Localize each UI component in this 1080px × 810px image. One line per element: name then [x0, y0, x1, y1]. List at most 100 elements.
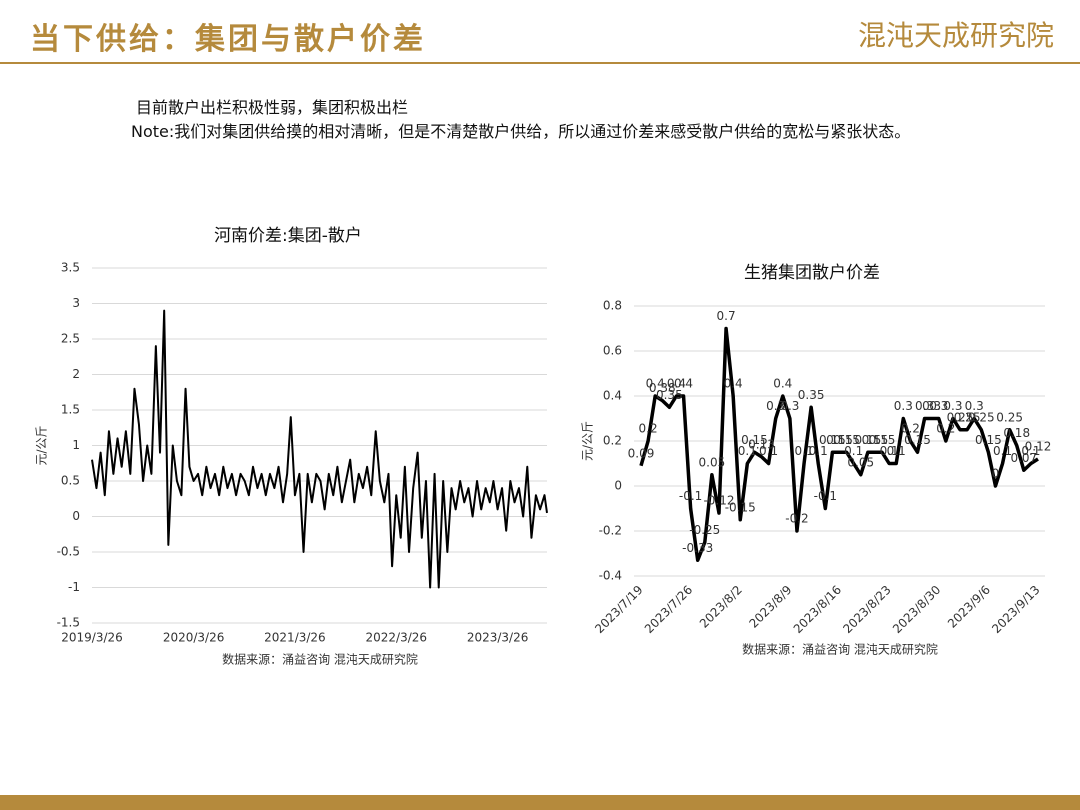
data-label: 0.3 [780, 399, 799, 413]
y-axis-label: 元/公斤 [35, 425, 49, 465]
data-label: 0.1 [887, 444, 906, 458]
data-label: -0.2 [785, 512, 808, 526]
logo: 混沌天成研究院 [857, 19, 1054, 52]
source-note: 数据来源：涌益咨询 混沌天成研究院 [742, 642, 938, 657]
data-label: -0.1 [814, 489, 837, 503]
y-tick-label: 3.5 [61, 261, 80, 275]
x-tick-label: 2023/7/26 [642, 583, 695, 636]
data-label: 0.3 [894, 399, 913, 413]
data-label: 0.35 [798, 388, 825, 402]
data-label: -0.33 [682, 541, 713, 555]
y-tick-label: 0.2 [603, 434, 622, 448]
y-tick-label: 0 [72, 509, 80, 523]
data-label: 0.25 [996, 410, 1023, 424]
data-label: 0.4 [674, 377, 693, 391]
data-label: 0.4 [724, 377, 743, 391]
x-tick-label: 2023/3/26 [467, 631, 529, 645]
x-tick-label: 2023/8/2 [697, 583, 745, 631]
footer-bar [0, 795, 1080, 810]
data-label: -0.15 [725, 500, 756, 514]
y-tick-label: 0.6 [603, 344, 622, 358]
y-tick-label: 1 [72, 438, 80, 452]
data-label: 0.4 [667, 377, 686, 391]
chart-title: 河南价差:集团-散户 [214, 226, 362, 246]
data-label: 0.1 [993, 444, 1012, 458]
x-tick-label: 2023/9/6 [945, 583, 993, 631]
data-label: -0.25 [689, 523, 720, 537]
data-label: 0.1 [795, 444, 814, 458]
data-label: 0.15 [904, 433, 931, 447]
y-tick-label: 1.5 [61, 403, 80, 417]
data-label: 0.12 [1025, 440, 1052, 454]
x-tick-label: 2023/8/9 [746, 583, 794, 631]
y-tick-label: 0.4 [603, 389, 622, 403]
data-label: 0.7 [717, 309, 736, 323]
x-tick-label: 2023/7/19 [592, 583, 645, 636]
data-label: 0.15 [975, 433, 1002, 447]
y-tick-label: -1.5 [57, 616, 80, 630]
data-label: 0.3 [965, 399, 984, 413]
y-tick-label: 3 [72, 296, 80, 310]
data-label: 0.3 [929, 399, 948, 413]
x-tick-label: 2023/8/16 [791, 583, 844, 636]
y-tick-label: -0.2 [599, 524, 622, 538]
chart-title: 生猪集团散户价差 [744, 263, 880, 283]
y-tick-label: 0 [614, 479, 622, 493]
data-label: 0.15 [819, 433, 846, 447]
data-label: 0.13 [748, 437, 775, 451]
data-label: 0.25 [954, 410, 981, 424]
x-tick-label: 2022/3/26 [365, 631, 427, 645]
note-text: Note:我们对集团供给摸的相对清晰，但是不清楚散户供给，所以通过价差来感受散户… [131, 122, 911, 141]
data-label: 0.25 [968, 410, 995, 424]
y-tick-label: -0.5 [57, 545, 80, 559]
data-label: 0.38 [649, 381, 676, 395]
data-label: 0.05 [699, 455, 726, 469]
y-tick-label: -1 [68, 580, 80, 594]
y-tick-label: 2.5 [61, 332, 80, 346]
data-label: 0.1 [880, 444, 899, 458]
data-label: 0.1 [844, 444, 863, 458]
data-label: -0.1 [679, 489, 702, 503]
y-tick-label: 0.5 [61, 474, 80, 488]
y-tick-label: 0.8 [603, 299, 622, 313]
data-label: -0.12 [703, 494, 734, 508]
data-label: 0.2 [936, 422, 955, 436]
data-label: 0.15 [826, 433, 853, 447]
data-label: 0.15 [862, 433, 889, 447]
x-tick-label: 2019/3/26 [61, 631, 123, 645]
data-label: 0.1 [759, 444, 778, 458]
data-label: 0.1 [1021, 444, 1040, 458]
series-line [91, 309, 548, 589]
data-label: 0.3 [766, 399, 785, 413]
data-label: 0.18 [1003, 426, 1030, 440]
data-label: 0.3 [943, 399, 962, 413]
data-label: 0.15 [741, 433, 768, 447]
body-text: 目前散户出栏积极性弱，集团积极出栏 [136, 98, 409, 117]
source-note: 数据来源：涌益咨询 混沌天成研究院 [222, 652, 418, 667]
y-tick-label: -0.4 [599, 569, 622, 583]
data-label: 0 [992, 467, 1000, 481]
data-label: 0.15 [869, 433, 896, 447]
data-label: 0.35 [656, 388, 683, 402]
series-line [639, 326, 1039, 562]
data-label: 0.09 [628, 446, 655, 460]
x-tick-label: 2020/3/26 [163, 631, 225, 645]
data-label: 0.25 [947, 410, 974, 424]
x-tick-label: 2021/3/26 [264, 631, 326, 645]
data-label: 0.1 [809, 444, 828, 458]
data-label: 0.15 [854, 433, 881, 447]
data-label: 0.2 [639, 422, 658, 436]
data-label: 0.3 [922, 399, 941, 413]
data-label: 0.4 [646, 377, 665, 391]
data-label: 0.05 [847, 455, 874, 469]
slide-title: 当下供给：集团与散户价差 [30, 22, 426, 57]
y-tick-label: 2 [72, 367, 80, 381]
data-label: 0.15 [833, 433, 860, 447]
data-label: 0.07 [1010, 451, 1037, 465]
data-label: 0.4 [773, 377, 792, 391]
x-tick-label: 2023/9/13 [989, 583, 1042, 636]
x-tick-label: 2023/8/30 [890, 583, 943, 636]
y-axis-label: 元/公斤 [581, 421, 595, 461]
